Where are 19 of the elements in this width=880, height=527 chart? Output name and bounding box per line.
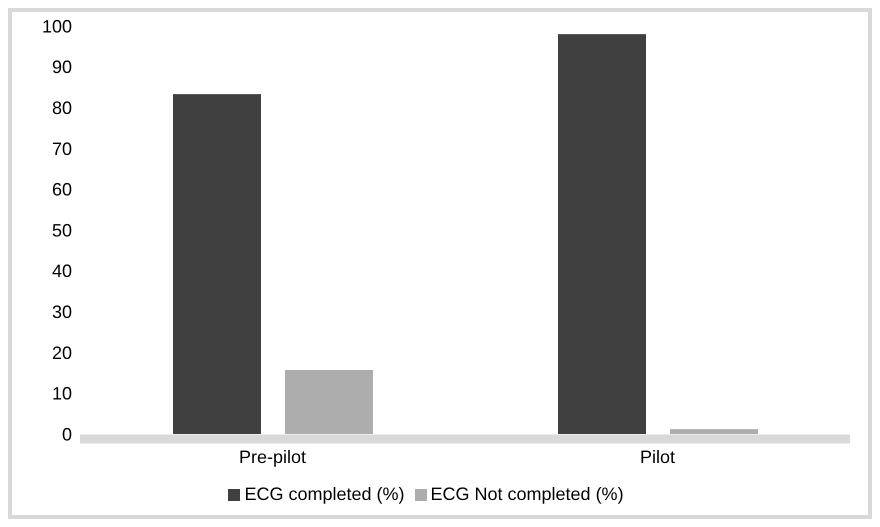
- y-tick-label: 40: [52, 261, 72, 282]
- x-tick-label: Pre-pilot: [238, 446, 306, 467]
- bar: [558, 34, 646, 434]
- bar: [173, 94, 261, 434]
- y-tick-label: 100: [42, 16, 72, 36]
- legend-label: ECG completed (%): [244, 484, 404, 504]
- y-tick-label: 50: [52, 220, 72, 240]
- x-tick-label: Pilot: [640, 446, 676, 467]
- bar: [670, 429, 758, 434]
- y-tick-label: 20: [52, 342, 72, 363]
- y-tick-label: 60: [52, 180, 72, 200]
- y-tick-label: 10: [52, 384, 72, 404]
- bar: [285, 370, 373, 434]
- y-tick-label: 70: [52, 138, 72, 159]
- y-tick-label: 30: [52, 302, 72, 322]
- y-tick-label: 80: [52, 98, 72, 118]
- y-tick-label: 0: [62, 424, 72, 444]
- legend-label: ECG Not completed (%): [430, 484, 624, 504]
- y-tick-label: 90: [52, 57, 72, 78]
